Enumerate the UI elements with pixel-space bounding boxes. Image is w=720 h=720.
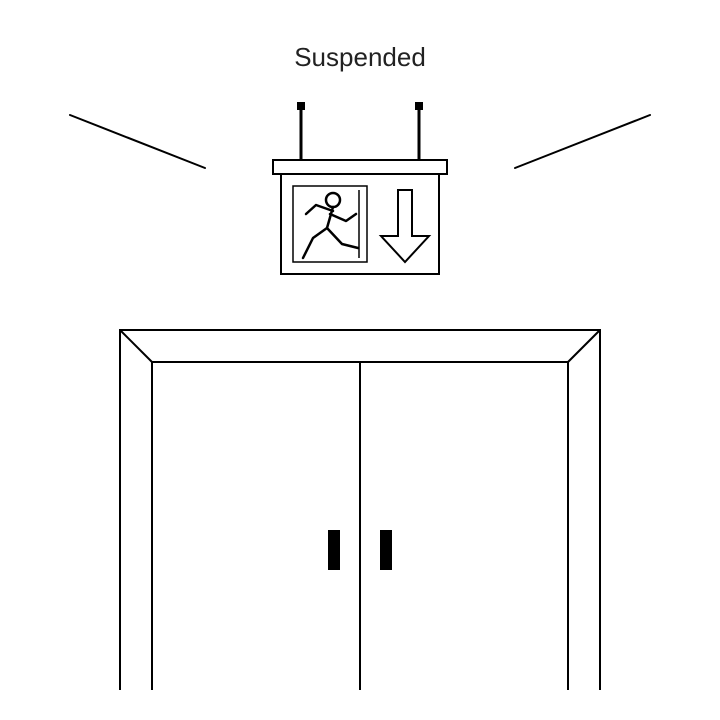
door <box>120 330 600 690</box>
hanger-left <box>297 102 305 160</box>
diagram-svg <box>0 0 720 720</box>
door-handle <box>328 530 340 570</box>
pictogram-frame <box>293 186 367 262</box>
sign-top-bar <box>273 160 447 174</box>
ceiling-line-left <box>70 115 205 168</box>
hanger-right <box>415 102 423 160</box>
ceiling-line-right <box>515 115 650 168</box>
diagram-canvas: Suspended <box>0 0 720 720</box>
diagram-title: Suspended <box>0 42 720 73</box>
door-handle <box>380 530 392 570</box>
